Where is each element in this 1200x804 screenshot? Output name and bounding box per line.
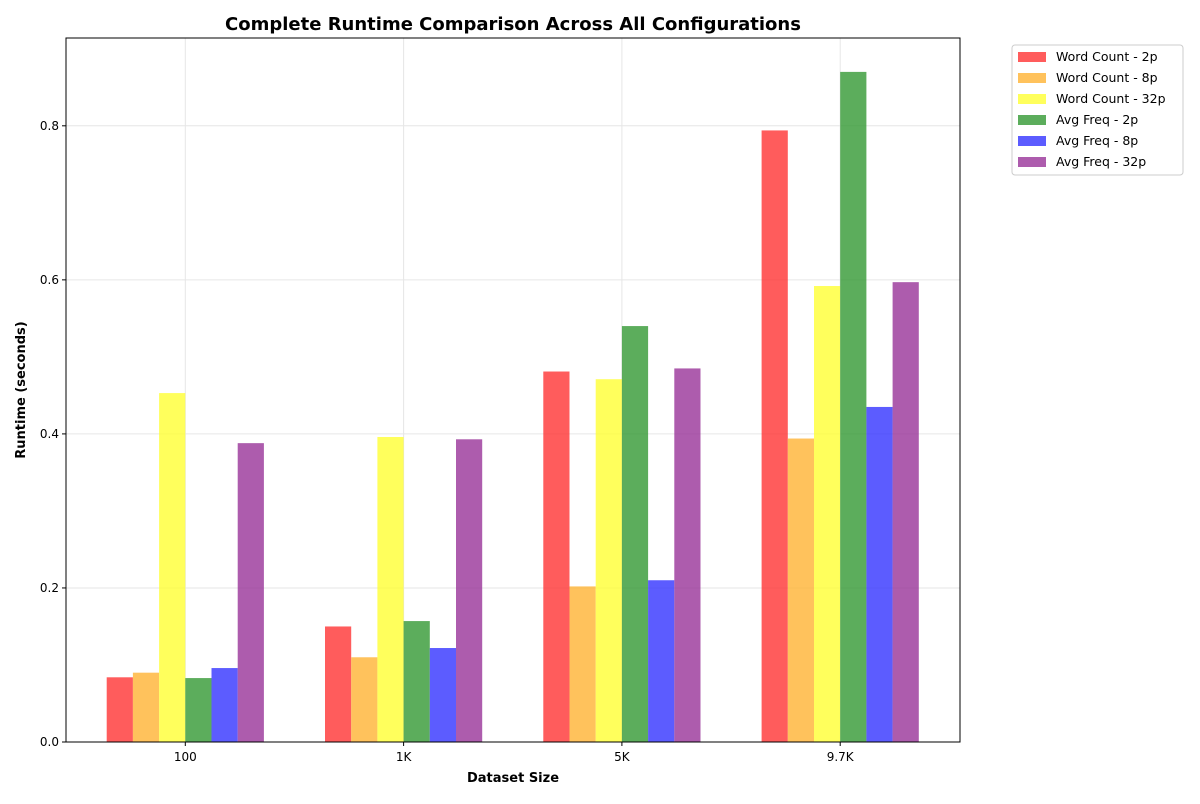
- y-tick-label: 0.8: [40, 119, 59, 133]
- bar: [185, 678, 212, 742]
- bar: [595, 379, 622, 742]
- bar: [237, 443, 264, 742]
- x-axis-label: Dataset Size: [467, 771, 559, 786]
- bar: [403, 621, 430, 742]
- bar: [377, 436, 404, 742]
- bar: [787, 438, 814, 742]
- bar: [351, 657, 378, 742]
- legend-swatch: [1018, 136, 1046, 146]
- bar: [621, 326, 649, 742]
- x-tick-label: 9.7K: [827, 750, 855, 764]
- y-axis: 0.0 0.2 0.4 0.6 0.8: [40, 119, 66, 749]
- legend-box: [1011, 44, 1184, 176]
- plot-frame: [65, 37, 961, 743]
- y-tick-label: 0.2: [40, 581, 59, 595]
- legend-label: Word Count - 2p: [1056, 49, 1158, 64]
- bar: [892, 282, 919, 742]
- legend-label: Avg Freq - 2p: [1056, 112, 1138, 127]
- y-tick-label: 0.6: [40, 273, 59, 287]
- y-axis-label: Runtime (seconds): [14, 321, 29, 458]
- legend-swatch: [1018, 52, 1046, 62]
- x-tick-label: 5K: [614, 750, 631, 764]
- legend-swatch: [1018, 115, 1046, 125]
- bar: [674, 368, 701, 742]
- bar: [648, 580, 675, 742]
- legend-swatch: [1018, 94, 1046, 104]
- y-tick-label: 0.0: [40, 735, 59, 749]
- legend: Word Count - 2p Word Count - 8p Word Count…: [1011, 44, 1184, 176]
- legend-label: Word Count - 32p: [1056, 91, 1166, 106]
- x-axis: 100 1K 5K 9.7K: [174, 742, 855, 764]
- bar: [106, 677, 133, 742]
- bar: [456, 439, 483, 742]
- legend-swatch: [1018, 157, 1046, 167]
- bar: [761, 130, 788, 742]
- bar: [429, 648, 456, 742]
- legend-label: Avg Freq - 8p: [1056, 133, 1138, 148]
- bar: [543, 371, 570, 742]
- bar: [814, 286, 841, 742]
- legend-swatch: [1018, 73, 1046, 83]
- x-tick-label: 1K: [396, 750, 413, 764]
- bar: [325, 626, 352, 742]
- y-tick-label: 0.4: [40, 427, 59, 441]
- legend-label: Avg Freq - 32p: [1056, 154, 1146, 169]
- bar: [211, 668, 238, 742]
- x-tick-label: 100: [174, 750, 197, 764]
- bar: [866, 406, 893, 742]
- bar: [840, 71, 867, 742]
- bars: [106, 71, 919, 742]
- legend-label: Word Count - 8p: [1056, 70, 1158, 85]
- bar: [569, 586, 596, 742]
- chart-title: Complete Runtime Comparison Across All C…: [225, 14, 801, 35]
- bar: [159, 393, 186, 742]
- bar: [132, 672, 160, 742]
